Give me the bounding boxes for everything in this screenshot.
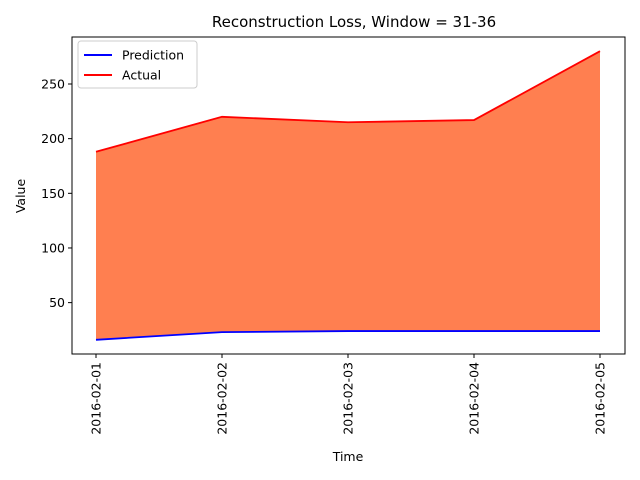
fill-between-area-layer xyxy=(96,51,600,340)
x-axis-label: Time xyxy=(332,449,364,464)
series-line-actual xyxy=(95,50,601,153)
y-axis-label: Value xyxy=(13,179,28,214)
series-line-prediction xyxy=(95,330,600,341)
legend-box xyxy=(77,40,198,89)
x-tick-label: 2016-02-05 xyxy=(593,362,608,435)
x-tick-label: 2016-02-03 xyxy=(341,362,356,435)
y-axis-ticks: 50 100 150 200 250 xyxy=(41,77,72,310)
legend-label-prediction: Prediction xyxy=(122,48,184,63)
legend: Prediction Actual xyxy=(77,40,198,89)
y-tick-label: 200 xyxy=(41,131,65,146)
x-tick-label: 2016-02-04 xyxy=(467,362,482,435)
legend-label-actual: Actual xyxy=(122,68,161,83)
chart-title: Reconstruction Loss, Window = 31-36 xyxy=(212,13,496,31)
y-tick-label: 250 xyxy=(41,77,65,92)
y-tick-label: 150 xyxy=(41,186,65,201)
x-tick-label: 2016-02-02 xyxy=(215,362,230,435)
x-axis-ticks: 2016-02-01 2016-02-02 2016-02-03 2016-02-04… xyxy=(89,354,608,435)
y-tick-label: 100 xyxy=(41,240,65,255)
x-tick-label: 2016-02-01 xyxy=(89,362,104,435)
fill-between-area xyxy=(96,51,600,340)
y-tick-label: 50 xyxy=(49,295,65,310)
series-lines-layer xyxy=(95,50,601,341)
